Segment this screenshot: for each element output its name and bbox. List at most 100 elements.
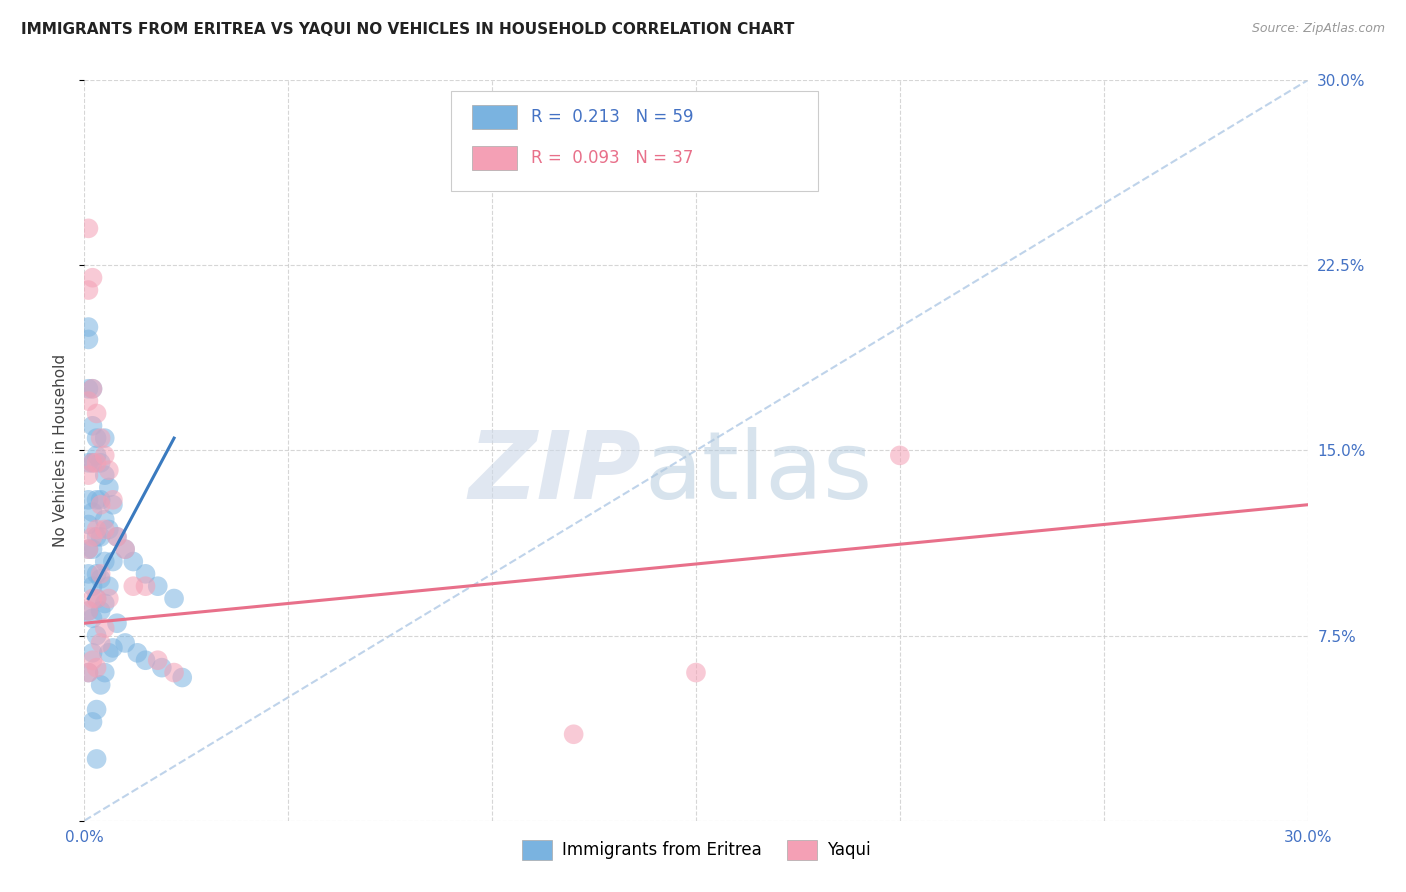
Point [77,221,100,235]
Point [146,653,169,667]
Text: ZIP: ZIP [468,426,641,518]
Point [82,530,104,544]
Point [127,646,149,660]
Point [86,703,108,717]
Point [90,678,112,692]
Point [82,646,104,660]
Point [93,523,115,537]
Point [77,283,100,297]
Point [114,542,136,557]
Point [86,566,108,581]
Point [86,752,108,766]
Point [90,636,112,650]
Text: R =  0.213   N = 59: R = 0.213 N = 59 [531,108,693,127]
Legend: Immigrants from Eritrea, Yaqui: Immigrants from Eritrea, Yaqui [513,832,879,868]
FancyBboxPatch shape [451,91,818,191]
Point [105,530,128,544]
Point [101,498,124,512]
Point [135,566,157,581]
Point [86,660,108,674]
Point [86,628,108,642]
Point [77,456,100,470]
Point [93,468,115,483]
Point [82,591,104,606]
Point [90,492,112,507]
Point [77,332,100,346]
Point [90,456,112,470]
FancyBboxPatch shape [472,146,517,169]
Text: R =  0.093   N = 37: R = 0.093 N = 37 [531,149,693,167]
Point [685,665,707,680]
Point [86,591,108,606]
Point [90,604,112,618]
Point [93,621,115,635]
Point [90,498,112,512]
Point [86,530,108,544]
Point [82,456,104,470]
Point [90,431,112,445]
Text: Source: ZipAtlas.com: Source: ZipAtlas.com [1251,22,1385,36]
Point [77,492,100,507]
Point [82,456,104,470]
Point [77,542,100,557]
Point [77,604,100,618]
Point [97,646,120,660]
Point [77,665,100,680]
Point [77,320,100,334]
Point [82,418,104,433]
Point [135,579,157,593]
Point [86,492,108,507]
Text: IMMIGRANTS FROM ERITREA VS YAQUI NO VEHICLES IN HOUSEHOLD CORRELATION CHART: IMMIGRANTS FROM ERITREA VS YAQUI NO VEHI… [21,22,794,37]
Point [82,382,104,396]
Y-axis label: No Vehicles in Household: No Vehicles in Household [53,354,69,547]
Point [163,591,186,606]
Point [90,572,112,586]
Point [97,480,120,494]
Point [82,611,104,625]
Point [97,523,120,537]
Point [172,671,194,685]
Point [82,714,104,729]
Point [163,665,186,680]
Point [77,382,100,396]
Point [86,431,108,445]
Point [93,665,115,680]
Point [77,604,100,618]
Point [97,579,120,593]
Point [86,407,108,421]
FancyBboxPatch shape [472,105,517,129]
Point [93,512,115,526]
Point [86,523,108,537]
Point [77,542,100,557]
Point [82,653,104,667]
Point [114,636,136,650]
Point [114,542,136,557]
Point [77,517,100,532]
Point [82,505,104,519]
Point [77,566,100,581]
Point [146,579,169,593]
Point [77,394,100,409]
Point [101,640,124,655]
Point [82,270,104,285]
Point [86,449,108,463]
Point [93,449,115,463]
Point [82,542,104,557]
Point [105,530,128,544]
Point [97,591,120,606]
Point [97,463,120,477]
Point [889,449,911,463]
Point [93,597,115,611]
Point [101,555,124,569]
Point [105,616,128,631]
Point [122,579,145,593]
Point [86,456,108,470]
Point [101,492,124,507]
Point [90,566,112,581]
Point [122,555,145,569]
Point [77,665,100,680]
Point [86,591,108,606]
Point [93,431,115,445]
Point [150,660,173,674]
Point [82,382,104,396]
